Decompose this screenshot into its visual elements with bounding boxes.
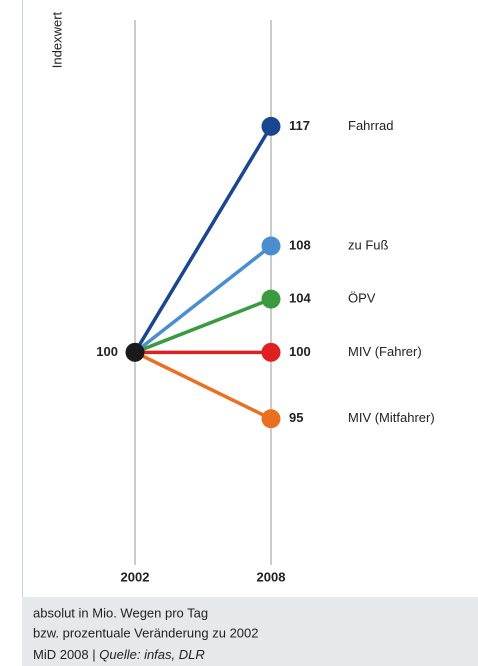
source-text: Quelle: infas, DLR <box>99 647 205 662</box>
footer-box <box>22 597 478 666</box>
end-dot <box>261 409 281 429</box>
start-value-label: 100 <box>96 344 118 359</box>
value-label: 108 <box>289 237 311 252</box>
slope-line <box>134 297 272 354</box>
slope-line <box>133 125 273 354</box>
end-dot <box>261 289 281 309</box>
end-dot <box>261 342 281 362</box>
series-label: Fahrrad <box>348 118 394 133</box>
slope-line <box>133 244 273 354</box>
value-label: 117 <box>289 118 310 133</box>
source-prefix: MiD 2008 | <box>33 647 96 662</box>
value-label: 104 <box>289 291 311 306</box>
plot-background <box>22 0 478 666</box>
note: absolut in Mio. Wegen pro Tag <box>33 605 208 620</box>
series-label: MIV (Fahrer) <box>348 344 422 359</box>
slope-line <box>134 350 272 421</box>
note: bzw. prozentuale Veränderung zu 2002 <box>33 625 259 640</box>
value-label: 100 <box>289 344 311 359</box>
end-dot <box>261 236 281 256</box>
x-tick-label: 2008 <box>257 569 286 584</box>
series-label: ÖPV <box>348 291 376 306</box>
x-tick-label: 2002 <box>121 569 150 584</box>
series-label: zu Fuß <box>348 237 389 252</box>
value-label: 95 <box>289 410 303 425</box>
series-label: MIV (Mitfahrer) <box>348 410 435 425</box>
source: MiD 2008 | Quelle: infas, DLR <box>33 647 205 662</box>
start-dot <box>125 342 145 362</box>
end-dot <box>261 116 281 136</box>
y-axis-label: Indexwert <box>49 11 64 68</box>
